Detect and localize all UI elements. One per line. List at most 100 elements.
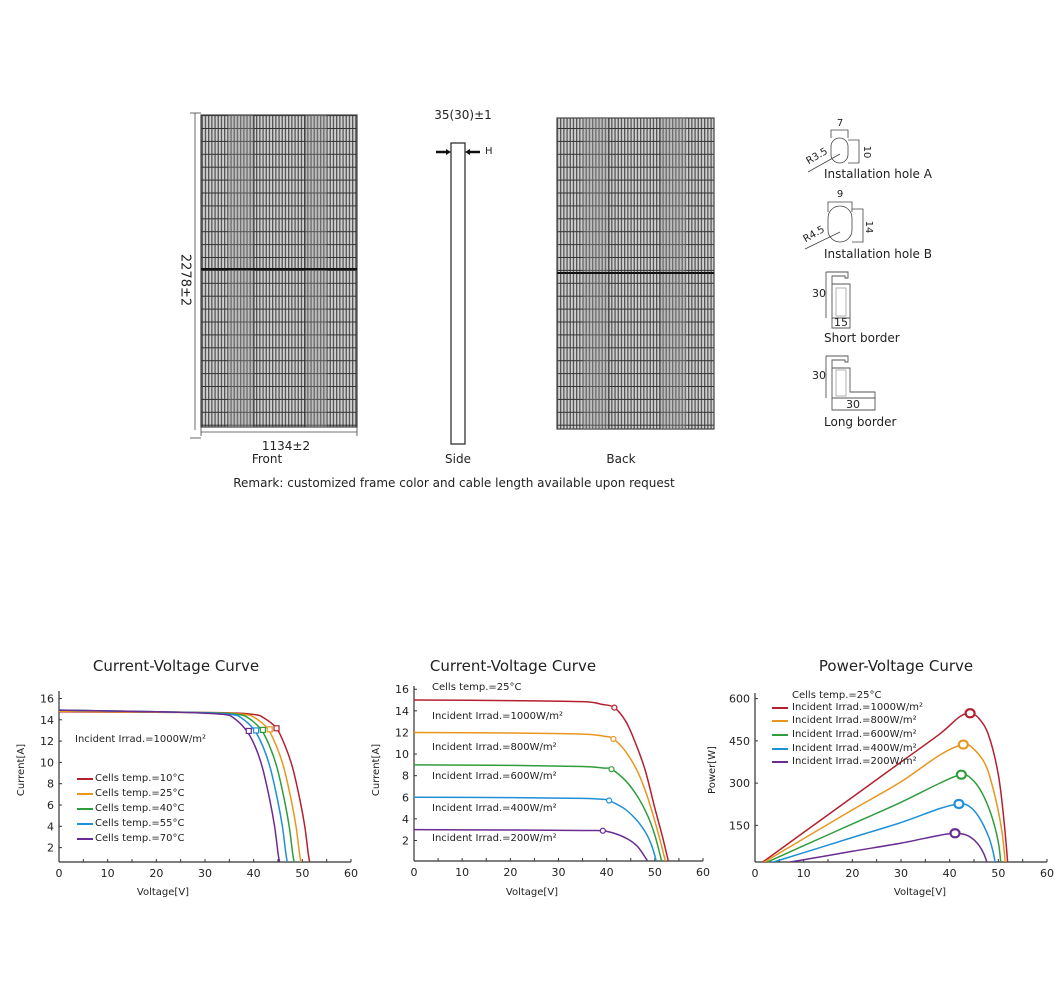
chart2-x-tick-label: 30 [552,866,566,879]
chart2-label-600: Incident Irrad.=600W/m² [432,771,557,782]
chart1-xlabel: Voltage[V] [136,887,190,898]
chart3-x-tick-label: 40 [943,867,957,880]
side-thickness-dimension: 35(30)±1 [434,108,492,122]
installation-hole-b [804,201,864,250]
chart2-y-tick-label: 10 [395,748,409,761]
chart3-legend-800: Incident Irrad.=800W/m² [792,715,917,726]
chart3-mpp-marker [964,708,976,719]
chart3-xlabel: Voltage[V] [893,887,947,898]
chart1-mpp-marker [259,726,267,733]
chart1-x-tick-label: 0 [56,867,63,880]
chart3-y-tick-label: 150 [729,819,750,832]
chart1-mpp-marker [253,727,260,734]
chart1-x-tick-label: 20 [149,867,163,880]
hole-b-label: Installation hole B [824,247,932,261]
short-border-profile [825,271,851,329]
front-dimension-lines [190,112,358,439]
front-panel [200,114,358,428]
chart1-title: Current-Voltage Curve [92,657,260,675]
chart2-series-line [414,699,670,861]
chart3-x-tick-label: 30 [894,867,908,880]
chart2-series-line [414,828,649,861]
chart3: 0 10 20 30 40 50 60 150 300 450 600 [729,693,1054,880]
chart3-y-tick-label: 600 [729,693,750,706]
chart1-legend-10c: Cells temp.=10°C [95,773,185,784]
chart2-y-tick-label: 4 [402,813,409,826]
back-label: Back [606,452,636,466]
chart3-series-line [785,832,988,862]
chart1-mpp-marker [273,725,280,732]
chart1-legend-55c: Cells temp.=55°C [95,818,185,829]
remark-text: Remark: customized frame color and cable… [233,476,675,490]
chart2-y-tick-label: 2 [402,834,409,847]
chart3-ylabel: Power[W] [707,746,718,794]
chart2-y-tick-label: 16 [395,683,409,696]
chart1-legend-25c: Cells temp.=25°C [95,788,185,799]
chart1-x-tick-label: 40 [247,867,261,880]
long-border-width: 30 [846,398,860,411]
chart2-label-200: Incident Irrad.=200W/m² [432,833,557,844]
chart1-y-tick-label: 6 [47,799,54,812]
chart3-legend-400: Incident Irrad.=400W/m² [792,743,917,754]
chart2-mpp-marker [605,797,613,804]
chart2-x-tick-label: 40 [600,866,614,879]
chart2-label-400: Incident Irrad.=400W/m² [432,803,557,814]
short-border-width: 15 [834,316,848,329]
chart2-annotation: Cells temp.=25°C [432,682,522,693]
chart1-legend-40c: Cells temp.=40°C [95,803,185,814]
chart3-legend-600: Incident Irrad.=600W/m² [792,729,917,740]
chart3-x-tick-label: 20 [845,867,859,880]
chart3-x-tick-label: 60 [1040,867,1054,880]
chart3-legend-200: Incident Irrad.=200W/m² [792,756,917,767]
chart2-y-tick-label: 8 [402,770,409,783]
chart3-y-tick-label: 450 [729,735,750,748]
chart1-ylabel: Current[A] [16,743,27,797]
side-label: Side [445,452,471,466]
chart2-mpp-marker [608,766,615,773]
chart2-mpp-marker [599,827,606,834]
chart1: 0 10 20 30 40 50 60 2 4 6 8 10 12 14 16 [40,691,358,880]
chart3-mpp-marker [955,769,967,780]
chart1-x-tick-label: 30 [198,867,212,880]
chart1-annotation: Incident Irrad.=1000W/m² [75,734,206,745]
chart3-x-tick-label: 50 [991,867,1005,880]
chart2-y-tick-label: 14 [395,705,409,718]
chart2: 0 10 20 30 40 50 60 2 4 6 8 10 12 14 16 [395,683,710,879]
hole-a-label: Installation hole A [824,167,932,181]
chart3-series-line [765,773,1002,862]
chart1-y-tick-label: 2 [47,842,54,855]
chart2-mpp-marker [610,735,617,743]
chart3-mpp-marker [949,828,961,839]
chart1-mpp-marker [245,727,252,735]
chart1-legend-70c: Cells temp.=70°C [95,833,185,844]
chart2-series-line [414,796,657,861]
side-h-marker: H [485,146,493,157]
chart2-title: Current-Voltage Curve [429,657,597,675]
chart1-y-tick-label: 12 [40,735,54,748]
chart1-y-tick-label: 14 [40,714,54,727]
side-profile [436,142,480,445]
chart3-legend-1000: Incident Irrad.=1000W/m² [792,702,923,713]
chart1-x-tick-label: 10 [101,867,115,880]
installation-hole-a [807,129,860,173]
chart2-series-line [414,731,667,861]
chart3-mpp-marker [953,798,965,810]
back-panel [556,117,715,430]
long-border-profile [825,355,876,411]
module-drawings [190,112,876,445]
chart1-y-tick-label: 10 [40,756,54,769]
chart1-series-line [59,709,281,862]
chart2-x-tick-label: 50 [648,866,662,879]
chart3-annotation: Cells temp.=25°C [792,690,882,701]
chart2-x-tick-label: 10 [455,866,469,879]
chart1-x-tick-label: 50 [295,867,309,880]
short-border-height: 30 [812,287,826,300]
hole-a-width: 7 [836,118,844,129]
chart2-x-tick-label: 0 [411,866,418,879]
chart2-xlabel: Voltage[V] [505,887,559,898]
chart1-x-tick-label: 60 [344,867,358,880]
chart2-x-tick-label: 60 [696,866,710,879]
short-border-label: Short border [824,331,900,345]
chart3-title: Power-Voltage Curve [818,657,974,675]
